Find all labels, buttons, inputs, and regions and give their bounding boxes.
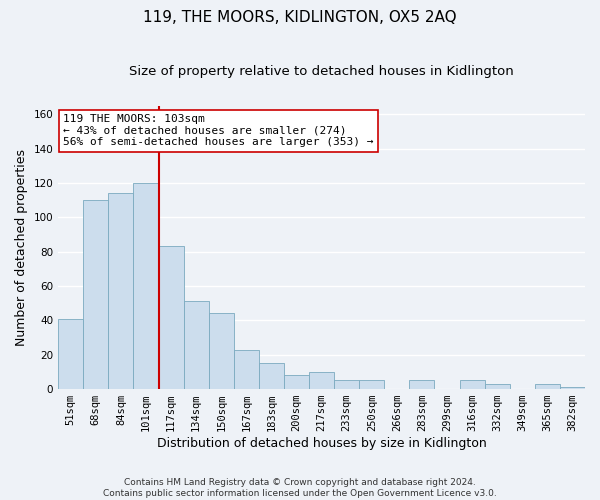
Bar bbox=[109, 193, 133, 389]
Y-axis label: Number of detached properties: Number of detached properties bbox=[15, 149, 28, 346]
Bar bbox=[409, 380, 434, 389]
Bar bbox=[535, 384, 560, 389]
Text: 119, THE MOORS, KIDLINGTON, OX5 2AQ: 119, THE MOORS, KIDLINGTON, OX5 2AQ bbox=[143, 10, 457, 25]
Bar bbox=[359, 380, 385, 389]
Bar bbox=[485, 384, 510, 389]
X-axis label: Distribution of detached houses by size in Kidlington: Distribution of detached houses by size … bbox=[157, 437, 487, 450]
Bar bbox=[83, 200, 109, 389]
Bar bbox=[460, 380, 485, 389]
Title: Size of property relative to detached houses in Kidlington: Size of property relative to detached ho… bbox=[129, 65, 514, 78]
Text: 119 THE MOORS: 103sqm
← 43% of detached houses are smaller (274)
56% of semi-det: 119 THE MOORS: 103sqm ← 43% of detached … bbox=[64, 114, 374, 148]
Bar bbox=[184, 302, 209, 389]
Bar bbox=[234, 350, 259, 389]
Bar bbox=[334, 380, 359, 389]
Bar bbox=[284, 376, 309, 389]
Bar bbox=[560, 388, 585, 389]
Bar bbox=[209, 314, 234, 389]
Bar bbox=[58, 318, 83, 389]
Text: Contains HM Land Registry data © Crown copyright and database right 2024.
Contai: Contains HM Land Registry data © Crown c… bbox=[103, 478, 497, 498]
Bar bbox=[133, 183, 158, 389]
Bar bbox=[158, 246, 184, 389]
Bar bbox=[259, 364, 284, 389]
Bar bbox=[309, 372, 334, 389]
